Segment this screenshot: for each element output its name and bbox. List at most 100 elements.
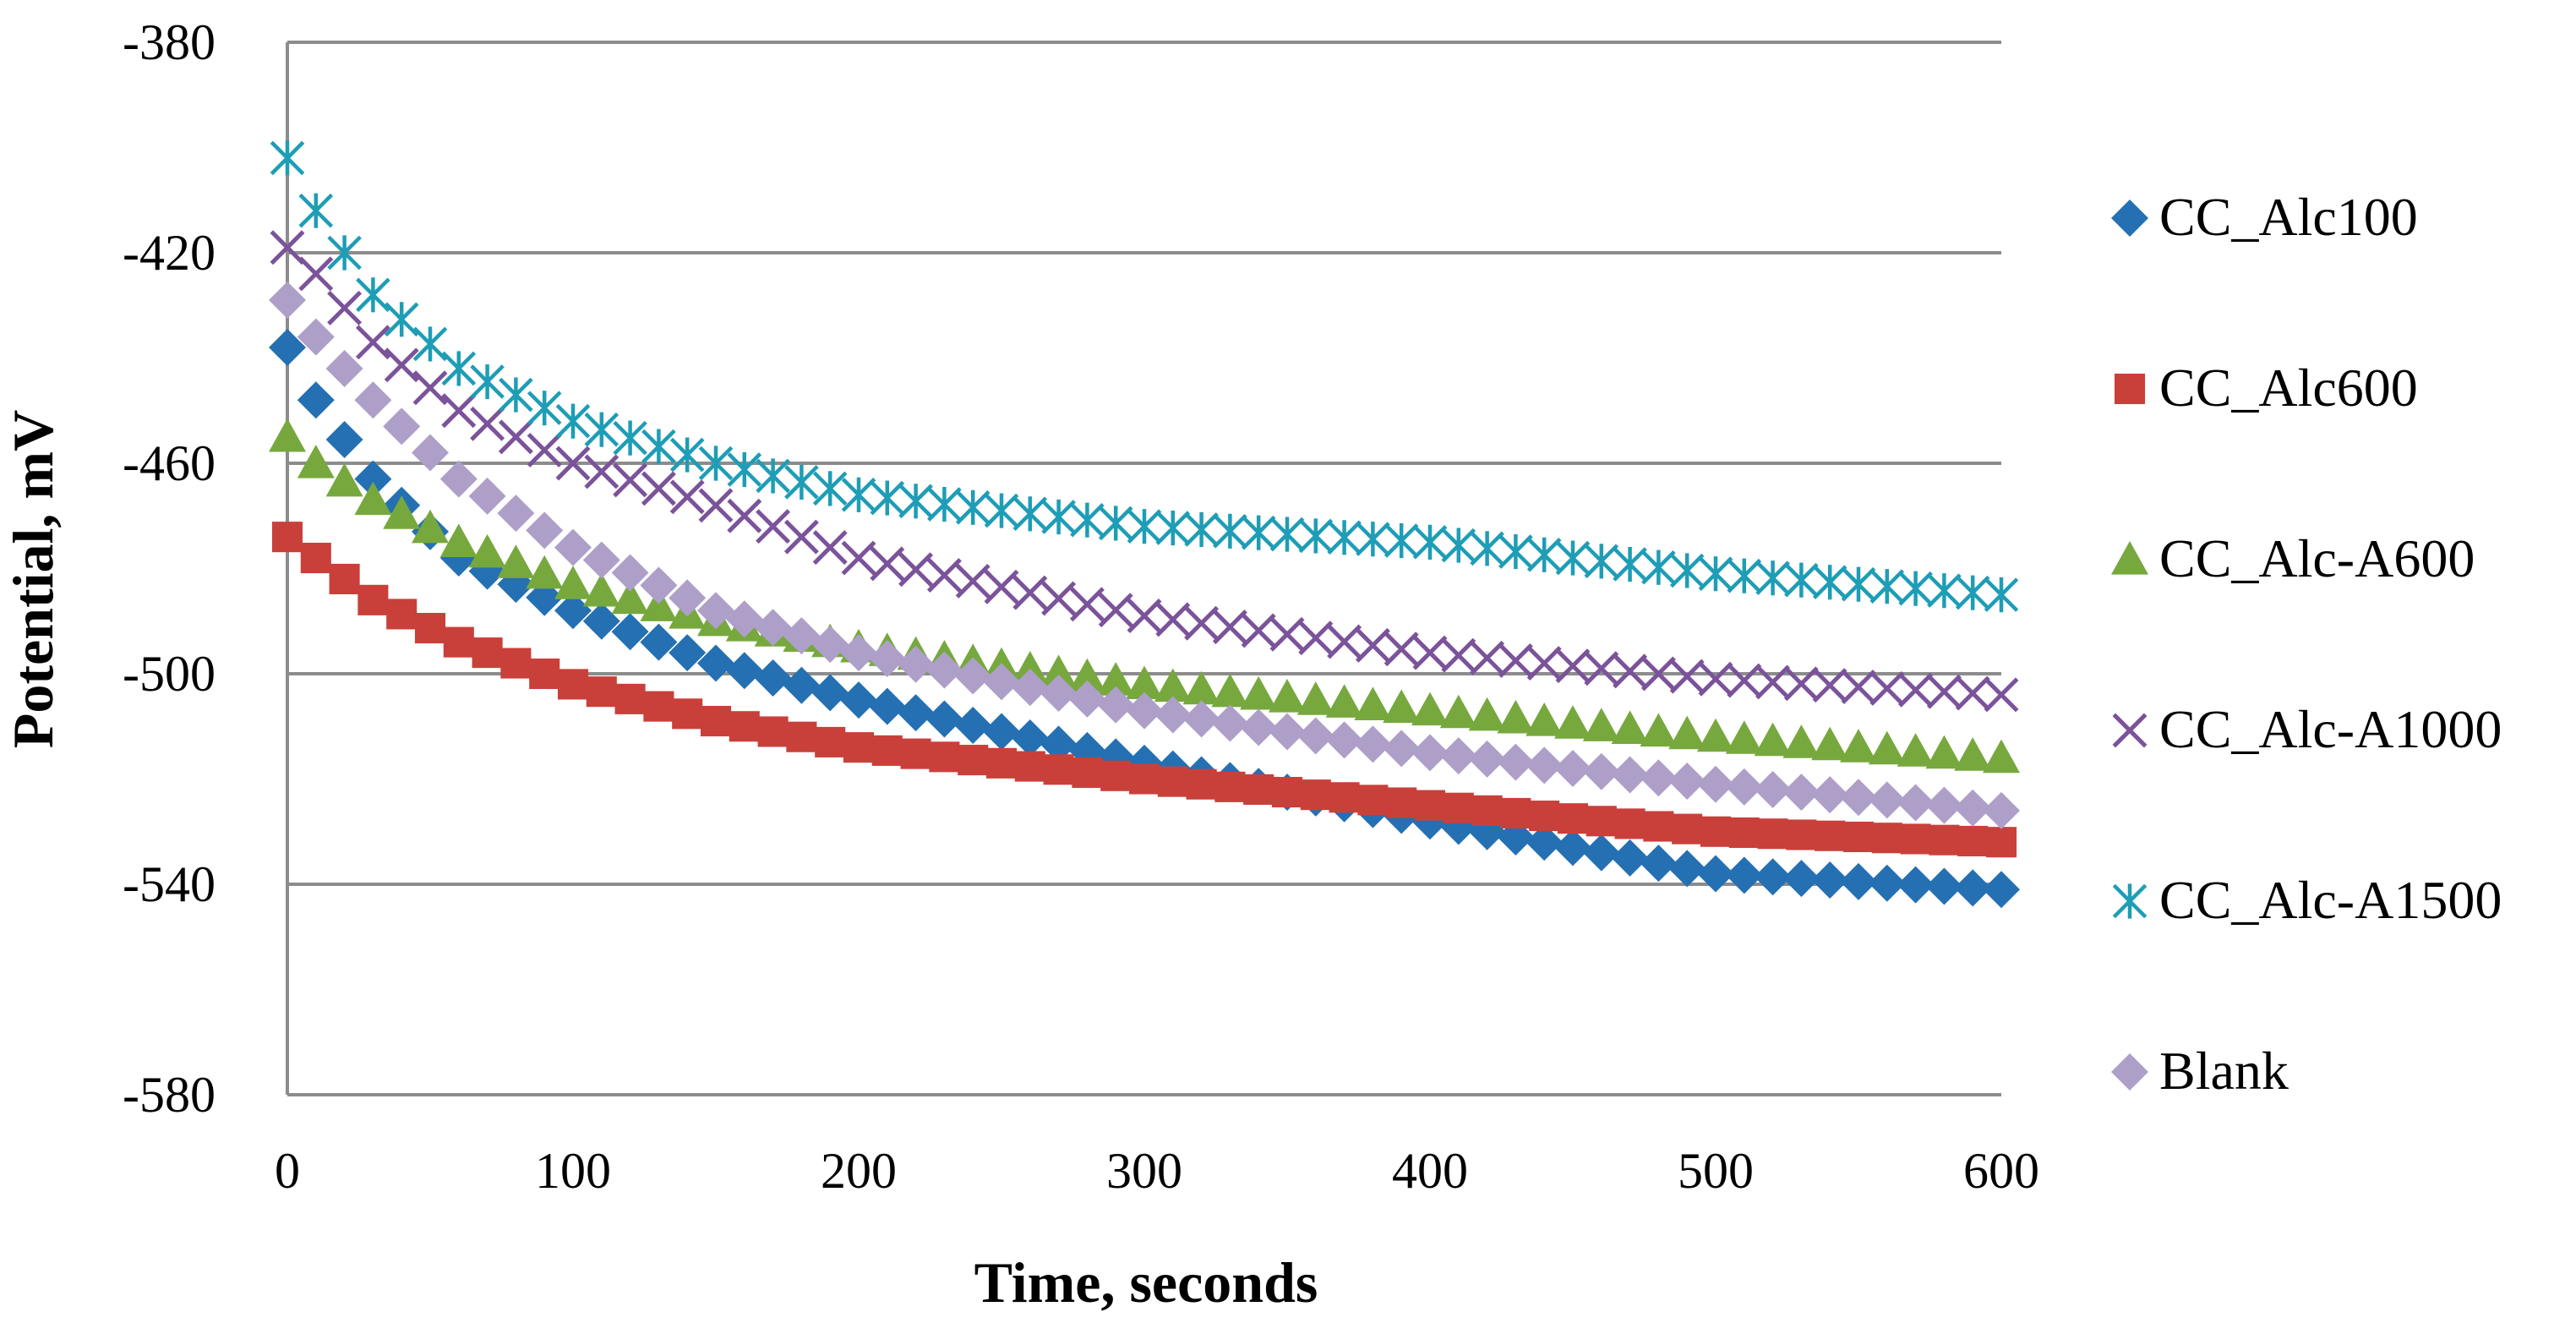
data-point	[1041, 581, 1077, 616]
data-point	[1128, 763, 1160, 795]
data-point	[1043, 754, 1074, 785]
data-point	[954, 707, 992, 745]
data-point	[1668, 850, 1706, 888]
data-point	[1470, 640, 1505, 675]
data-point	[1812, 565, 1847, 600]
y-tick-label: -460	[123, 435, 216, 491]
data-point	[1296, 681, 1334, 715]
x-tick-label: 0	[275, 1143, 300, 1199]
data-point	[640, 623, 678, 661]
data-point	[354, 381, 392, 419]
data-point	[1984, 677, 2019, 713]
tick-labels: -380 -420 -460 -500 -540 -580 0 100 200 300 400 500…	[123, 14, 2039, 1199]
data-point	[1725, 768, 1763, 806]
data-point	[584, 454, 619, 489]
data-point	[1668, 762, 1706, 800]
data-point	[1411, 734, 1449, 772]
data-point	[1697, 718, 1734, 752]
data-point	[641, 471, 676, 506]
legend-marker	[2112, 713, 2148, 748]
data-point	[983, 663, 1020, 701]
data-point	[958, 745, 989, 776]
data-point	[582, 541, 620, 579]
data-point	[697, 592, 734, 630]
data-point	[925, 651, 963, 689]
data-point	[1497, 743, 1535, 781]
x-tick-label: 400	[1392, 1143, 1468, 1199]
data-point	[1698, 556, 1733, 592]
data-point	[584, 412, 619, 447]
data-point	[1439, 694, 1477, 729]
data-point	[269, 418, 306, 452]
data-point	[1728, 817, 1760, 849]
data-point	[1354, 686, 1392, 720]
data-point	[984, 569, 1019, 604]
data-point	[1127, 599, 1162, 633]
data-point	[1327, 624, 1362, 659]
data-point	[1384, 631, 1419, 667]
data-point	[700, 705, 732, 737]
data-point	[725, 652, 763, 690]
data-point	[1300, 779, 1331, 811]
data-point	[270, 230, 305, 265]
data-point	[1325, 721, 1363, 759]
data-point	[1554, 828, 1591, 867]
data-point	[1355, 627, 1390, 663]
data-point	[586, 676, 617, 708]
data-point	[269, 282, 306, 320]
data-point	[1554, 705, 1591, 739]
data-point	[1955, 675, 1990, 711]
data-point	[1014, 751, 1045, 782]
x-tick-label: 100	[535, 1143, 611, 1199]
data-point	[1269, 679, 1306, 713]
data-point	[672, 698, 703, 730]
data-point	[298, 256, 334, 292]
data-point	[985, 747, 1018, 779]
data-point	[640, 588, 678, 621]
data-point	[1298, 620, 1334, 656]
data-point	[1184, 511, 1219, 548]
data-point	[384, 302, 419, 337]
data-point	[1154, 668, 1192, 703]
legend-marker	[2111, 541, 2148, 575]
data-point	[1869, 569, 1905, 604]
legend-label: CC_Alc-A1500	[2159, 870, 2502, 930]
data-point	[1098, 506, 1133, 541]
data-point	[526, 511, 564, 549]
data-point	[729, 711, 760, 742]
legend-label: CC_Alc600	[2159, 358, 2418, 418]
data-point	[1184, 605, 1220, 641]
data-point	[1897, 866, 1935, 904]
data-point	[783, 519, 819, 555]
data-point	[1329, 782, 1360, 813]
data-point	[1211, 704, 1249, 742]
data-point	[925, 700, 963, 738]
data-point	[470, 364, 505, 400]
data-point	[1754, 770, 1792, 808]
data-point	[1155, 602, 1191, 637]
data-point	[811, 674, 849, 712]
data-point	[1782, 860, 1820, 898]
data-point	[727, 498, 762, 533]
data-point	[669, 437, 705, 473]
data-point	[1954, 869, 1992, 907]
data-point	[1897, 733, 1935, 767]
data-point	[1669, 659, 1705, 694]
data-point	[1182, 670, 1220, 705]
data-point	[412, 509, 449, 544]
data-point	[1640, 713, 1678, 747]
legend-marker	[2112, 883, 2148, 919]
data-point	[554, 528, 592, 566]
data-point	[1441, 637, 1476, 673]
data-point	[1011, 651, 1049, 685]
data-point	[1868, 781, 1906, 819]
data-point	[1443, 792, 1474, 823]
y-tick-label: -500	[123, 646, 216, 702]
data-point	[669, 579, 707, 617]
data-point	[1040, 654, 1078, 688]
data-point	[1782, 724, 1820, 758]
data-point	[327, 290, 363, 325]
data-point	[1840, 862, 1877, 900]
data-point	[300, 543, 331, 574]
data-point	[1929, 824, 1960, 856]
